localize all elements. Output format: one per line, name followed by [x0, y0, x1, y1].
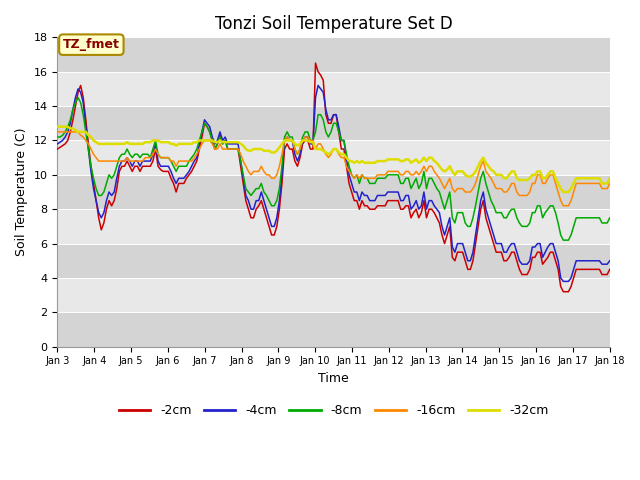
Y-axis label: Soil Temperature (C): Soil Temperature (C) [15, 128, 28, 256]
Bar [58, 312, 610, 347]
Bar [58, 243, 610, 278]
Bar [58, 175, 610, 209]
Legend: -2cm, -4cm, -8cm, -16cm, -32cm: -2cm, -4cm, -8cm, -16cm, -32cm [114, 399, 554, 422]
Bar [58, 37, 610, 72]
Bar [58, 106, 610, 141]
X-axis label: Time: Time [318, 372, 349, 385]
Text: TZ_fmet: TZ_fmet [63, 38, 120, 51]
Title: Tonzi Soil Temperature Set D: Tonzi Soil Temperature Set D [214, 15, 452, 33]
